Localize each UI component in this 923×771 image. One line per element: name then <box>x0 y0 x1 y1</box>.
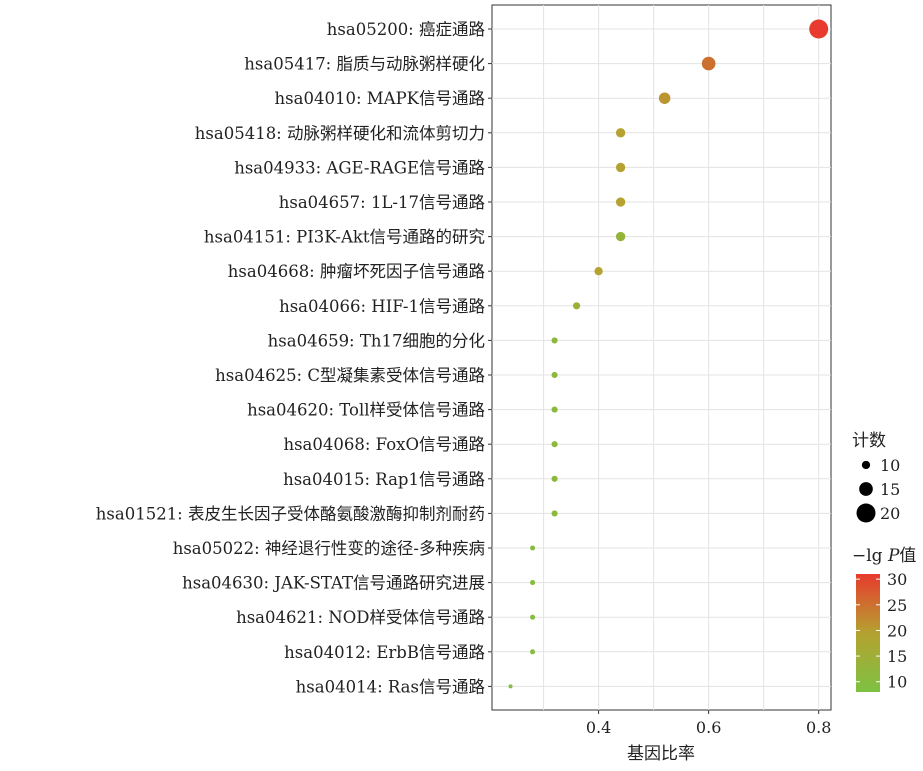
category-label: hsa04657: 1L-17信号通路 <box>279 193 486 212</box>
data-point <box>551 441 558 448</box>
color-legend-bar <box>856 574 880 692</box>
category-label: hsa04014: Ras信号通路 <box>296 677 486 696</box>
category-labels: hsa05200: 癌症通路 hsa05417: 脂质与动脉粥样硬化 hsa0401… <box>96 20 492 696</box>
category-label: hsa04668: 肿瘤坏死因子信号通路 <box>228 262 486 281</box>
category-label: hsa05418: 动脉粥样硬化和流体剪切力 <box>195 124 485 143</box>
x-axis-ticks: 0.4 0.6 0.8 <box>586 710 831 737</box>
data-point <box>572 302 581 310</box>
category-label: hsa04010: MAPK信号通路 <box>275 89 486 108</box>
data-point <box>809 19 829 39</box>
category-label: hsa04012: ErbB信号通路 <box>284 643 485 662</box>
x-axis-title: 基因比率 <box>627 744 695 764</box>
x-tick-label: 0.8 <box>806 718 831 737</box>
category-label: hsa04630: JAK-STAT信号通路研究进展 <box>182 574 485 593</box>
data-point <box>594 267 603 276</box>
data-point <box>551 371 558 379</box>
category-label: hsa04621: NOD样受体信号通路 <box>236 608 485 627</box>
color-legend-label: 20 <box>887 621 907 640</box>
color-legend-title: −lg P值 <box>852 546 916 566</box>
data-point <box>530 545 536 551</box>
data-point <box>615 231 626 242</box>
category-label: hsa05417: 脂质与动脉粥样硬化 <box>244 55 485 74</box>
category-label: hsa04659: Th17细胞的分化 <box>268 331 485 350</box>
data-point <box>551 475 558 482</box>
data-point <box>530 649 536 655</box>
x-tick-label: 0.6 <box>696 718 721 737</box>
size-legend-label: 15 <box>880 480 900 499</box>
color-legend: −lg P值 30 25 20 15 10 <box>852 546 916 692</box>
size-legend-label: 10 <box>880 456 900 475</box>
data-point <box>701 56 716 71</box>
category-label: hsa05022: 神经退行性变的途径-多种疾病 <box>173 539 485 558</box>
color-legend-label: 10 <box>887 673 907 692</box>
data-point <box>551 406 558 413</box>
size-legend-dot <box>861 460 871 470</box>
size-legend-label: 20 <box>880 504 900 523</box>
size-legend-dot <box>859 482 873 496</box>
data-point <box>615 128 626 138</box>
data-points <box>508 19 829 689</box>
category-label: hsa04625: C型凝集素受体信号通路 <box>215 366 485 385</box>
data-point <box>615 197 626 207</box>
category-label: hsa01521: 表皮生长因子受体酪氨酸激酶抑制剂耐药 <box>96 504 485 523</box>
color-legend-label: 30 <box>887 570 907 589</box>
category-label: hsa04066: HIF-1信号通路 <box>279 297 485 316</box>
data-point <box>615 162 626 173</box>
data-point <box>530 614 536 620</box>
data-point <box>658 92 671 104</box>
color-legend-label: 25 <box>887 596 907 615</box>
size-legend-title: 计数 <box>852 431 886 451</box>
category-label: hsa04068: FoxO信号通路 <box>283 435 485 454</box>
plot-panel <box>491 4 832 711</box>
data-point <box>551 337 558 344</box>
color-legend-label: 15 <box>887 647 907 666</box>
category-label: hsa04933: AGE-RAGE信号通路 <box>234 158 485 177</box>
category-label: hsa04015: Rap1信号通路 <box>283 470 485 489</box>
data-point <box>530 580 536 586</box>
data-point <box>508 684 513 689</box>
category-label: hsa05200: 癌症通路 <box>327 20 486 39</box>
category-label: hsa04620: Toll样受体信号通路 <box>247 401 485 420</box>
size-legend: 计数 10 15 20 <box>852 431 900 523</box>
category-label: hsa04151: PI3K-Akt信号通路的研究 <box>204 228 485 247</box>
grid-lines <box>492 5 831 710</box>
x-tick-label: 0.4 <box>586 718 611 737</box>
data-point <box>551 510 558 517</box>
size-legend-dot <box>856 503 876 523</box>
